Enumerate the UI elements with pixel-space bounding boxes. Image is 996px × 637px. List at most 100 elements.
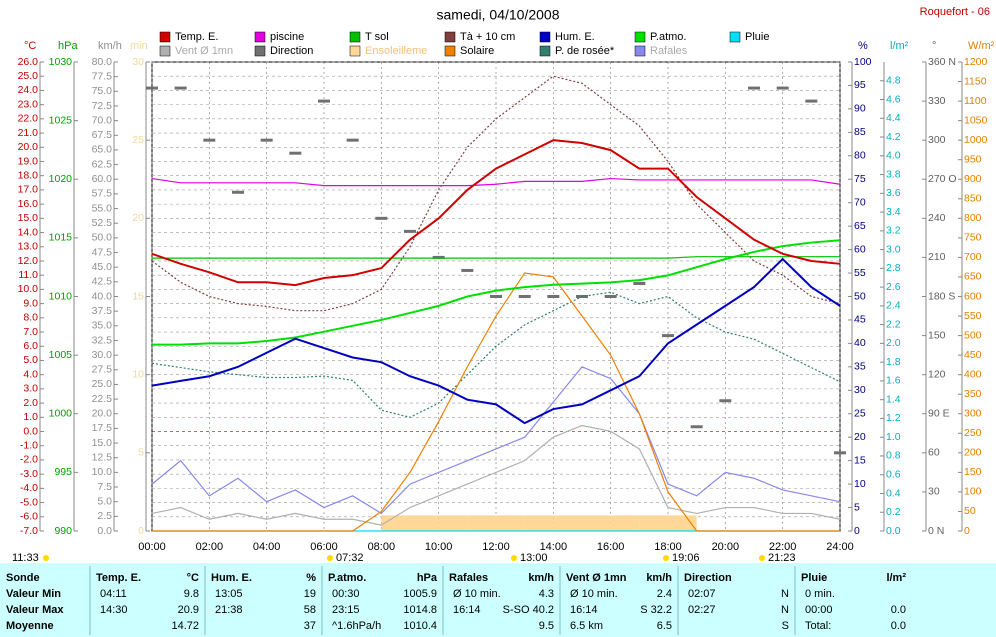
axis-unit: °C [24,40,36,52]
cell-right: N [781,604,789,616]
y-tick-label: 21.0 [18,127,39,139]
y-tick-label: 45 [854,314,866,326]
y-tick-label: 17.5 [92,422,113,434]
cell-right: 58 [304,604,316,616]
y-tick-label: 62.5 [92,158,113,170]
table-header: Sonde [6,572,40,584]
series-line [151,366,841,515]
y-tick-label: 450 [964,349,982,361]
y-tick-label: 995 [54,466,72,478]
sun-bar [582,515,611,531]
y-tick-label: 0.0 [97,525,112,537]
legend-label: Solaire [460,45,494,57]
y-tick-label: 5.0 [23,354,38,366]
y-tick-label: 10.0 [18,283,39,295]
cell-left: 0 min. [805,588,835,600]
x-tick-label: 04:00 [253,541,281,553]
y-tick-label: 55.0 [92,202,113,214]
table-unit: hPa [417,572,438,584]
cell-left: 16:14 [453,604,481,616]
x-tick-label: 22:00 [769,541,797,553]
y-tick-label: 12.5 [92,452,113,464]
series-line [152,239,841,346]
y-tick-label: 500 [964,329,982,341]
y-tick-label: 1100 [964,95,987,107]
row-label: Valeur Min [6,588,61,600]
sun-bar [668,515,697,531]
legend-swatch [539,45,551,57]
y-tick-label: 1.4 [886,393,901,405]
chart-title: samedi, 04/10/2008 [437,7,560,23]
sun-icon [327,555,333,561]
y-tick-label: 1.8 [886,356,901,368]
y-tick-label: 0.6 [886,469,901,481]
x-tick-label: 02:00 [196,541,224,553]
y-tick-label: 30 [132,56,144,68]
sun-icon [43,555,49,561]
y-tick-label: 10 [132,368,144,380]
y-tick-label: 4.0 [23,368,38,380]
y-tick-label: 4.2 [886,131,901,143]
axis-unit: min [130,40,148,52]
legend-swatch [729,31,741,43]
y-tick-label: 60 [854,243,866,255]
x-tick-label: 20:00 [712,541,740,553]
legend-swatch [254,45,266,57]
sun-bar [610,515,640,531]
y-tick-label: 85 [854,126,866,138]
series-line [151,75,841,312]
table-unit: l/m² [886,572,906,584]
y-tick-label: 700 [964,251,982,263]
y-tick-label: 4.8 [886,75,901,87]
y-tick-label: 55 [854,267,866,279]
sun-time: 21:23 [768,552,796,564]
legend-label: Direction [270,45,313,57]
y-tick-label: 2.6 [886,281,901,293]
y-tick-label: 25.0 [92,378,113,390]
y-tick-label: 70 [854,196,866,208]
y-tick-label: 13.0 [18,241,39,253]
y-tick-label: 25 [132,134,144,146]
y-tick-label: 7.0 [23,326,38,338]
y-tick-label: 0.2 [886,506,901,518]
cell-left: 6.5 km [570,620,603,632]
y-tick-label: 0 [138,525,144,537]
y-tick-label: 95 [854,79,866,91]
y-tick-label: -1.0 [20,440,38,452]
y-tick-label: 1000 [964,134,988,146]
cell-right: N [781,588,789,600]
legend-swatch [159,45,171,57]
table-header: P.atmo. [328,572,366,584]
y-tick-label: 75.0 [92,85,113,97]
y-tick-label: 10.0 [92,466,113,478]
sun-icon [511,555,517,561]
y-tick-label: 90 [854,103,866,115]
y-tick-label: 2.4 [886,300,901,312]
y-tick-label: 5.0 [97,495,112,507]
y-tick-label: 27.5 [92,364,113,376]
x-tick-label: 24:00 [826,541,854,553]
y-tick-label: 800 [964,212,982,224]
cell-right: 19 [304,588,316,600]
y-tick-label: 50.0 [92,232,113,244]
cell-left: 04:11 [100,588,127,600]
x-tick-label: 10:00 [425,541,453,553]
y-tick-label: 180 S [928,290,955,302]
sun-bar [410,515,439,531]
y-tick-label: 15 [854,454,866,466]
cell-right: 1010.4 [403,620,437,632]
cell-left: 23:15 [332,604,360,616]
table-header: Temp. E. [96,572,141,584]
y-tick-label: 20 [854,431,866,443]
y-tick-label: 19.0 [18,155,39,167]
y-tick-label: 23.0 [18,98,39,110]
axis-unit: W/m² [968,40,995,52]
table-header: Hum. E. [211,572,252,584]
y-tick-label: 15.0 [92,437,113,449]
y-tick-label: 150 [928,329,946,341]
y-tick-label: 25 [854,408,866,420]
y-tick-label: 150 [964,466,982,478]
y-tick-label: 210 [928,251,946,263]
y-tick-label: 2.5 [97,510,112,522]
axis-unit: l/m² [890,40,909,52]
